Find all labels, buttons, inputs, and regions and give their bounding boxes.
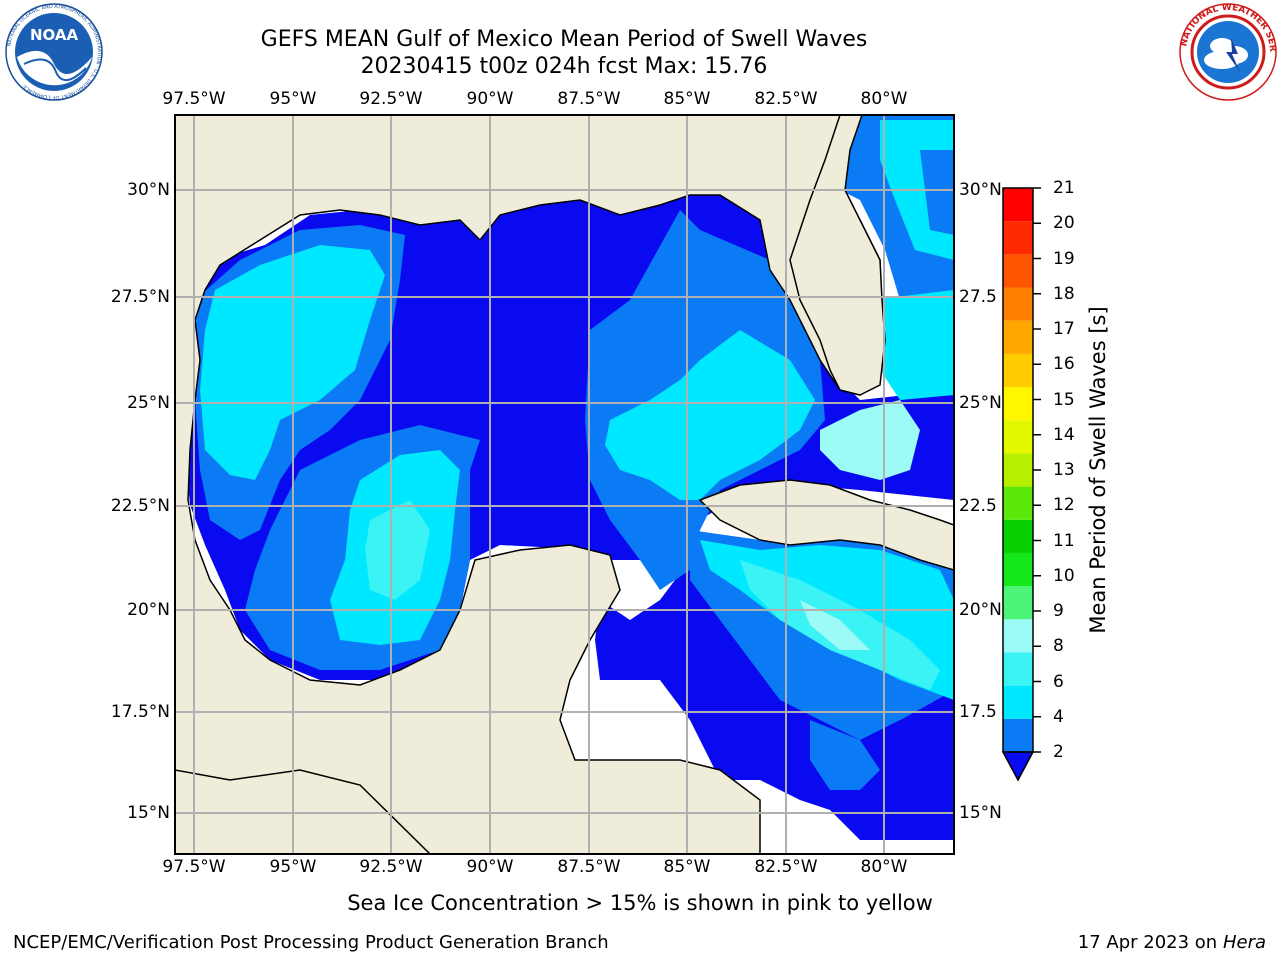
- lon-label-top: 97.5°W: [162, 89, 226, 109]
- lon-label-top: 90°W: [466, 89, 514, 109]
- lat-label-right: 15°N: [959, 803, 1002, 823]
- colorbar-tick-label: 14: [1053, 424, 1075, 445]
- credit-line: NCEP/EMC/Verification Post Processing Pr…: [13, 932, 609, 953]
- colorbar-band: [1003, 420, 1033, 454]
- colorbar-title: Mean Period of Swell Waves [s]: [1086, 306, 1110, 634]
- lat-label-right: 27.5: [959, 287, 997, 307]
- graticule: [175, 115, 954, 854]
- colorbar-band: [1003, 586, 1033, 620]
- colorbar-tick-label: 13: [1053, 460, 1075, 480]
- svg-text:NOAA: NOAA: [30, 26, 79, 44]
- lon-label-bottom: 80°W: [860, 857, 908, 877]
- colorbar-tick-label: 19: [1053, 248, 1075, 269]
- colorbar-band: [1003, 453, 1033, 487]
- lon-label-top: 82.5°W: [754, 89, 818, 109]
- colorbar-tick-label: 10: [1053, 565, 1075, 586]
- land-masses: [175, 115, 954, 854]
- colorbar-tick-label: 16: [1053, 354, 1075, 375]
- run-date: 17 Apr 2023 on Hera: [1077, 932, 1266, 953]
- colorbar-tick-label: 18: [1053, 283, 1075, 304]
- colorbar-tick-label: 20: [1053, 213, 1075, 234]
- lat-label-right: 22.5: [959, 496, 997, 516]
- colorbar-tick-label: 17: [1053, 319, 1075, 339]
- lat-label-right: 30°N: [959, 180, 1002, 200]
- lon-label-bottom: 87.5°W: [557, 857, 621, 877]
- colorbar-tick-label: 12: [1053, 495, 1075, 516]
- colorbar: [1001, 187, 1041, 782]
- lon-label-bottom: 97.5°W: [162, 857, 226, 877]
- lon-label-bottom: 95°W: [269, 857, 317, 877]
- colorbar-tick-label: 2: [1053, 742, 1064, 762]
- colorbar-band: [1003, 287, 1033, 321]
- lat-label-left: 25°N: [127, 393, 170, 413]
- colorbar-tick-label: 6: [1053, 671, 1064, 692]
- colorbar-tick-label: 15: [1053, 389, 1075, 410]
- colorbar-band: [1003, 552, 1033, 587]
- colorbar-band: [1003, 254, 1033, 288]
- colorbar-tick-label: 8: [1053, 636, 1064, 657]
- colorbar-band: [1003, 718, 1033, 752]
- colorbar-band: [1003, 221, 1033, 255]
- lat-label-right: 17.5: [959, 702, 997, 722]
- lon-label-top: 95°W: [269, 89, 317, 109]
- colorbar-band: [1003, 320, 1033, 354]
- sea-ice-note: Sea Ice Concentration > 15% is shown in …: [347, 891, 933, 915]
- lat-label-right: 20°N: [959, 600, 1002, 620]
- colorbar-band: [1003, 188, 1033, 222]
- lon-label-top: 85°W: [663, 89, 711, 109]
- lat-label-left: 15°N: [127, 803, 170, 823]
- map-subtitle: 20230415 t00z 024h fcst Max: 15.76: [360, 54, 768, 79]
- lon-label-bottom: 90°W: [466, 857, 514, 877]
- lon-label-bottom: 92.5°W: [359, 857, 423, 877]
- lat-label-left: 22.5°N: [110, 496, 170, 516]
- map-frame: [174, 114, 955, 855]
- lon-label-bottom: 85°W: [663, 857, 711, 877]
- colorbar-band: [1003, 685, 1033, 719]
- lon-label-top: 87.5°W: [557, 89, 621, 109]
- colorbar-band: [1003, 486, 1033, 520]
- noaa-logo-icon: NOAA NATIONAL OCEANIC AND ATMOSPHERIC AD…: [5, 3, 103, 101]
- lat-label-left: 27.5°N: [110, 287, 170, 307]
- lat-label-left: 30°N: [127, 180, 170, 200]
- host-name: Hera: [1222, 932, 1266, 953]
- colorbar-tick-label: 9: [1053, 601, 1064, 621]
- lat-label-left: 20°N: [127, 600, 170, 620]
- colorbar-tick-label: 21: [1053, 178, 1075, 198]
- nws-logo-icon: NATIONAL WEATHER SERVICE: [1176, 0, 1277, 101]
- colorbar-band: [1003, 519, 1033, 553]
- lat-label-left: 17.5°N: [110, 702, 170, 722]
- colorbar-band: [1003, 619, 1033, 653]
- lon-label-top: 92.5°W: [359, 89, 423, 109]
- colorbar-band: [1003, 353, 1033, 388]
- colorbar-band: [1003, 387, 1033, 421]
- lon-label-top: 80°W: [860, 89, 908, 109]
- colorbar-tick-label: 4: [1053, 706, 1064, 727]
- colorbar-under-arrow: [1001, 751, 1035, 782]
- colorbar-tick-label: 11: [1053, 530, 1075, 551]
- lon-label-bottom: 82.5°W: [754, 857, 818, 877]
- map-title: GEFS MEAN Gulf of Mexico Mean Period of …: [260, 27, 868, 52]
- colorbar-band: [1003, 652, 1033, 686]
- lat-label-right: 25°N: [959, 393, 1002, 413]
